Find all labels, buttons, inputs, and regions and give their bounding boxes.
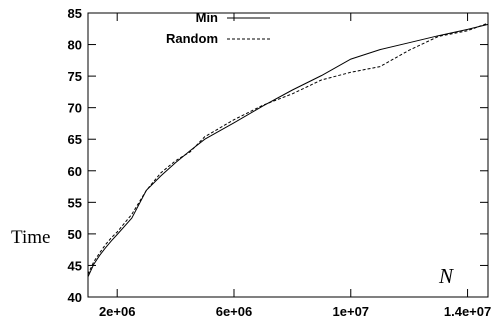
plot-area (87, 12, 489, 298)
legend-label-min: Min (196, 10, 218, 25)
x-tick-label: 1.4e+07 (444, 304, 491, 319)
plot-border (87, 12, 489, 298)
y-tick-label: 70 (68, 101, 82, 116)
y-tick-label: 40 (68, 290, 82, 305)
x-tick-label: 1e+07 (333, 304, 370, 319)
series-line-random (87, 22, 489, 275)
y-tick-label: 75 (68, 69, 82, 84)
legend: Min Random (166, 10, 270, 46)
x-tick-label: 6e+06 (216, 304, 253, 319)
y-tick-label: 45 (68, 258, 82, 273)
y-axis: 40 45 50 55 60 65 70 75 80 85 (68, 6, 488, 305)
y-tick-label: 80 (68, 38, 82, 53)
y-tick-label: 55 (68, 195, 82, 210)
x-axis: 2e+06 6e+06 1e+07 1.4e+07 (99, 13, 491, 319)
legend-label-random: Random (166, 31, 218, 46)
x-axis-title: N (438, 264, 454, 288)
series-lines (87, 22, 489, 278)
y-tick-label: 65 (68, 132, 82, 147)
y-tick-label: 60 (68, 164, 82, 179)
y-tick-label: 85 (68, 6, 82, 21)
x-tick-label: 2e+06 (99, 304, 136, 319)
y-axis-title: Time (11, 227, 50, 248)
y-tick-label: 50 (68, 227, 82, 242)
series-line-min (87, 23, 489, 278)
